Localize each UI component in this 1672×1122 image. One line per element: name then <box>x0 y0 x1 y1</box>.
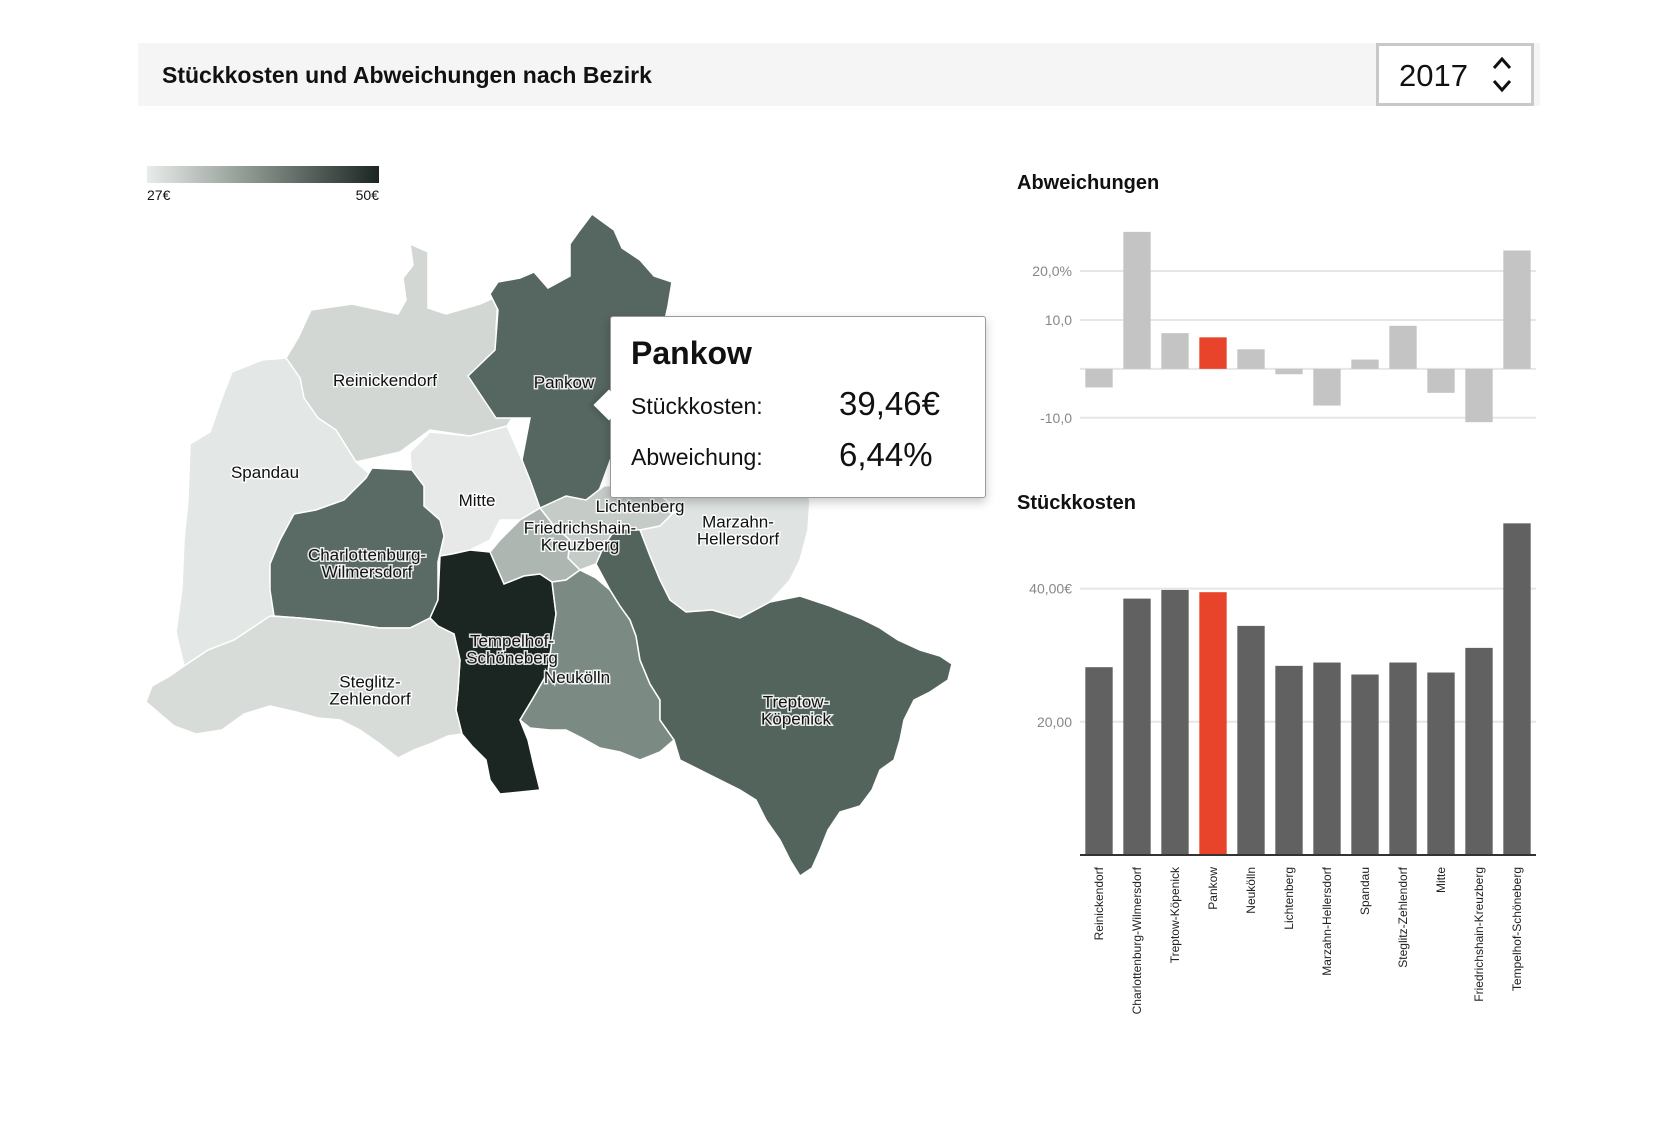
color-legend: 27€ 50€ <box>147 166 379 206</box>
bar-marzahn-hellersdorf[interactable] <box>1313 662 1341 855</box>
category-label: Charlottenburg-Wilmersdorf <box>1130 866 1144 1014</box>
tooltip-district-name: Pankow <box>631 335 752 371</box>
category-label: Marzahn-Hellersdorf <box>1320 866 1334 975</box>
bar-charlottenburg-wilmersdorf[interactable] <box>1123 231 1151 369</box>
deviation-chart-title: Abweichungen <box>1017 172 1160 194</box>
district-label: Spandau <box>231 463 299 482</box>
bar-charlottenburg-wilmersdorf[interactable] <box>1123 598 1151 855</box>
deviation-chart: 20,0% 10,0 -10,0 <box>1032 231 1536 426</box>
chevron-up-icon[interactable] <box>1491 55 1513 71</box>
category-label: Reinickendorf <box>1092 866 1106 940</box>
y-tick-label: -10,0 <box>1040 410 1072 426</box>
district-treptow-koepenick[interactable] <box>595 527 953 878</box>
district-label: Tempelhof- <box>470 632 554 651</box>
bar-neukoelln[interactable] <box>1237 349 1265 369</box>
district-label: Hellersdorf <box>697 530 779 549</box>
bar-tempelhof-schoeneberg[interactable] <box>1503 523 1531 855</box>
bar-steglitz-zehlendorf[interactable] <box>1389 325 1417 369</box>
district-label: Steglitz- <box>339 673 400 692</box>
year-select[interactable]: 2017 <box>1376 43 1534 106</box>
district-steglitz-zehlendorf[interactable] <box>145 615 463 759</box>
bar-reinickendorf[interactable] <box>1085 667 1113 855</box>
district-label: Neukölln <box>544 668 610 687</box>
category-label: Tempelhof-Schöneberg <box>1510 867 1524 991</box>
district-label: Friedrichshain- <box>524 519 636 538</box>
district-label: Zehlendorf <box>329 690 411 709</box>
district-label: Kreuzberg <box>541 536 619 555</box>
berlin-district-map: Reinickendorf Pankow Spandau Mitte Lichtenbe… <box>145 212 953 878</box>
tooltip-deviation-value: 6,44% <box>839 436 933 473</box>
chevron-down-icon[interactable] <box>1491 78 1513 94</box>
cost-chart-title: Stückkosten <box>1017 492 1136 514</box>
y-tick-label: 20,0% <box>1032 263 1072 279</box>
category-label: Neukölln <box>1244 867 1258 914</box>
bar-friedrichshain-kreuzberg[interactable] <box>1465 368 1493 423</box>
district-label: Mitte <box>459 491 496 510</box>
header-bar: Stückkosten und Abweichungen nach Bezirk <box>138 43 1540 106</box>
district-label: Wilmersdorf <box>322 563 413 582</box>
district-label: Treptow- <box>763 693 829 712</box>
bar-lichtenberg[interactable] <box>1275 665 1303 855</box>
category-label: Spandau <box>1358 867 1372 915</box>
bar-lichtenberg[interactable] <box>1275 368 1303 375</box>
year-value: 2017 <box>1399 58 1468 93</box>
bar-pankow[interactable] <box>1199 592 1227 855</box>
tooltip-cost-label: Stückkosten: <box>631 393 763 419</box>
bar-marzahn-hellersdorf[interactable] <box>1313 368 1341 406</box>
category-axis-labels: Reinickendorf Charlottenburg-Wilmersdorf T… <box>1092 866 1524 1014</box>
y-tick-label: 40,00€ <box>1029 581 1072 597</box>
category-label: Steglitz-Zehlendorf <box>1396 866 1410 967</box>
bar-pankow[interactable] <box>1199 337 1227 369</box>
tooltip-deviation-label: Abweichung: <box>631 444 763 470</box>
bar-treptow-koepenick[interactable] <box>1161 333 1189 369</box>
category-label: Lichtenberg <box>1282 867 1296 930</box>
legend-gradient <box>147 166 379 183</box>
bar-mitte[interactable] <box>1427 368 1455 393</box>
district-tooltip: Pankow Stückkosten: 39,46€ Abweichung: 6… <box>593 316 986 498</box>
bar-spandau[interactable] <box>1351 359 1379 369</box>
bar-neukoelln[interactable] <box>1237 625 1265 855</box>
bar-mitte[interactable] <box>1427 672 1455 855</box>
district-label: Reinickendorf <box>333 371 437 390</box>
district-label: Pankow <box>534 373 595 392</box>
y-tick-label: 20,00 <box>1037 714 1072 730</box>
legend-min-label: 27€ <box>147 187 171 203</box>
tooltip-cost-value: 39,46€ <box>839 385 940 422</box>
bar-reinickendorf[interactable] <box>1085 368 1113 388</box>
district-label: Lichtenberg <box>596 497 685 516</box>
y-tick-label: 10,0 <box>1045 312 1072 328</box>
legend-max-label: 50€ <box>355 187 379 203</box>
bar-treptow-koepenick[interactable] <box>1161 589 1189 855</box>
category-label: Friedrichshain-Kreuzberg <box>1472 867 1486 1002</box>
bar-spandau[interactable] <box>1351 674 1379 855</box>
category-label: Treptow-Köpenick <box>1168 866 1182 963</box>
district-label: Marzahn- <box>702 513 774 532</box>
bar-friedrichshain-kreuzberg[interactable] <box>1465 647 1493 855</box>
district-label: Köpenick <box>761 710 831 729</box>
category-label: Mitte <box>1434 867 1448 893</box>
bar-tempelhof-schoeneberg[interactable] <box>1503 250 1531 369</box>
cost-chart: 40,00€ 20,00 <box>1029 523 1536 856</box>
district-label: Charlottenburg- <box>308 546 426 565</box>
category-label: Pankow <box>1206 867 1220 910</box>
bar-steglitz-zehlendorf[interactable] <box>1389 662 1417 855</box>
district-label: Schöneberg <box>466 649 558 668</box>
page-title: Stückkosten und Abweichungen nach Bezirk <box>162 62 652 88</box>
